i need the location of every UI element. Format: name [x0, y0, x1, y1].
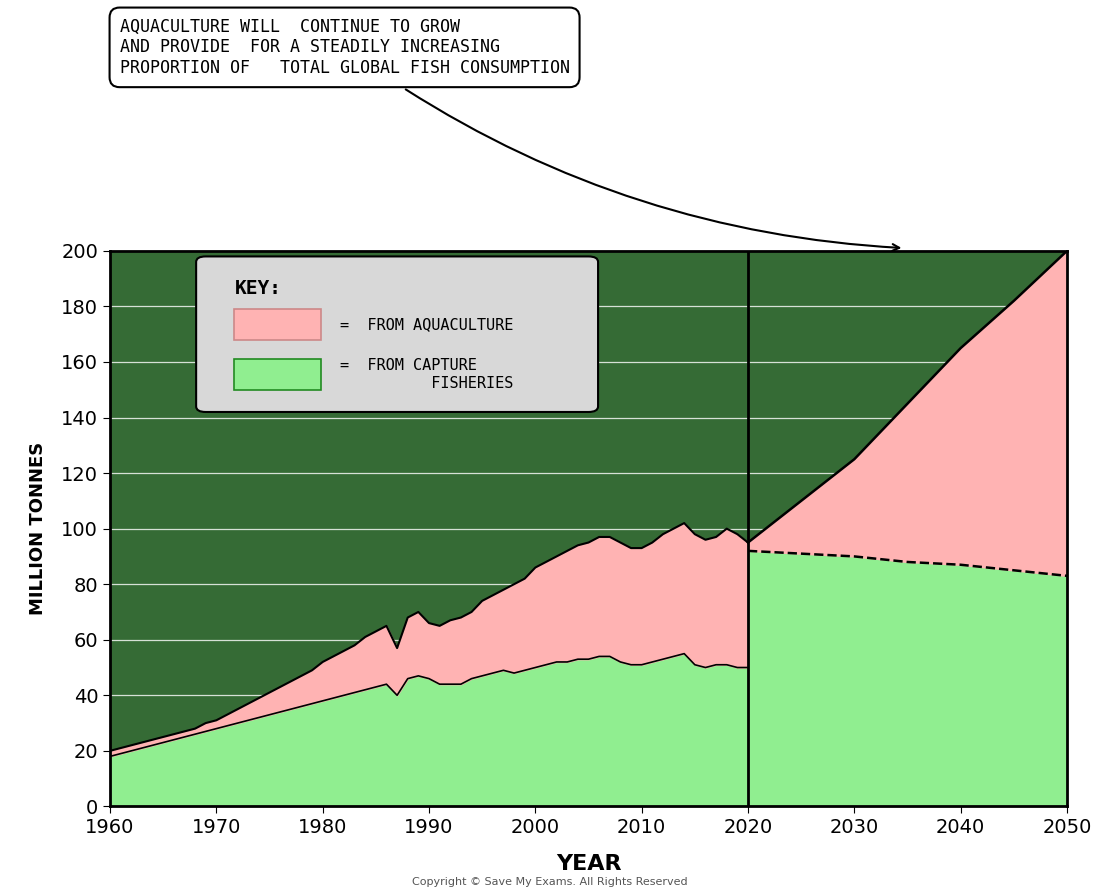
FancyBboxPatch shape — [196, 256, 598, 412]
Text: =  FROM AQUACULTURE: = FROM AQUACULTURE — [340, 317, 513, 332]
Text: Copyright © Save My Exams. All Rights Reserved: Copyright © Save My Exams. All Rights Re… — [412, 877, 688, 887]
Y-axis label: MILLION TONNES: MILLION TONNES — [30, 442, 47, 616]
Text: =  FROM CAPTURE
          FISHERIES: = FROM CAPTURE FISHERIES — [340, 358, 513, 391]
Text: AQUACULTURE WILL  CONTINUE TO GROW
AND PROVIDE  FOR A STEADILY INCREASING
PROPOR: AQUACULTURE WILL CONTINUE TO GROW AND PR… — [120, 18, 899, 251]
Bar — [234, 309, 320, 340]
Bar — [234, 359, 320, 390]
X-axis label: YEAR: YEAR — [556, 854, 622, 874]
Text: KEY:: KEY: — [234, 279, 282, 297]
